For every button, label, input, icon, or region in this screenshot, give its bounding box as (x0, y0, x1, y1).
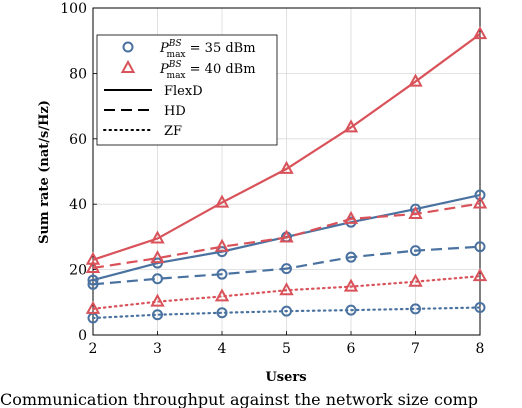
legend-entry: HD (104, 104, 186, 119)
y-tick-label: 0 (78, 328, 87, 344)
data-point (345, 304, 357, 316)
data-point (150, 293, 165, 307)
data-point (474, 241, 486, 253)
x-tick-label: 3 (153, 341, 162, 357)
legend-entry: ZF (103, 124, 182, 139)
legend-label: PBS max = 40 dBm (159, 60, 256, 81)
legend-label: ZF (164, 124, 182, 139)
series-line (91, 306, 482, 320)
data-point (279, 282, 294, 296)
data-point (410, 245, 421, 257)
legend-marker (120, 59, 136, 73)
legend-label: HD (164, 104, 186, 119)
legend-marker (122, 41, 134, 53)
data-point (214, 194, 230, 208)
data-point (279, 229, 294, 243)
data-point (152, 309, 163, 321)
data-point (345, 251, 357, 263)
data-point (87, 274, 99, 286)
data-point (87, 278, 99, 290)
legend-label: PBS max = 35 dBm (159, 39, 256, 60)
data-point (343, 210, 359, 224)
data-point (279, 160, 294, 174)
data-point (408, 73, 423, 87)
figure-caption: Communication throughput against the net… (0, 390, 478, 408)
data-point (150, 230, 165, 244)
data-point (214, 288, 230, 302)
series-zf-35-dbm (87, 302, 486, 324)
data-point (85, 259, 101, 273)
y-tick-label: 100 (60, 1, 87, 17)
series-line (92, 33, 481, 261)
y-axis-title: Sum rate (nat/s/Hz) (37, 100, 52, 244)
data-point (343, 119, 359, 133)
data-point (343, 278, 359, 292)
data-point (408, 273, 423, 287)
x-tick-label: 2 (89, 341, 98, 357)
x-tick-label: 5 (282, 341, 291, 357)
data-point (214, 238, 230, 252)
data-point (472, 26, 488, 40)
series-flexd-40-dbm (85, 26, 488, 265)
x-axis-title: Users (265, 370, 306, 385)
data-point (472, 195, 488, 209)
series-layer (85, 26, 488, 324)
y-tick-label: 40 (69, 197, 87, 213)
y-tick-label: 60 (69, 132, 87, 148)
series-zf-40-dbm (85, 268, 488, 314)
legend-label: FlexD (164, 84, 203, 99)
data-point (150, 250, 165, 264)
series-line (92, 245, 481, 286)
series-line (91, 275, 482, 310)
data-point (410, 303, 421, 315)
data-point (216, 307, 228, 319)
data-point (152, 273, 163, 285)
data-point (281, 263, 292, 275)
x-tick-label: 8 (476, 341, 485, 357)
x-tick-label: 7 (411, 341, 420, 357)
data-point (472, 268, 488, 282)
x-tick-label: 4 (218, 341, 227, 357)
data-point (216, 268, 228, 280)
series-hd-40-dbm (85, 195, 488, 273)
data-point (85, 300, 101, 314)
legend-entry: FlexD (104, 84, 203, 99)
data-point (474, 302, 486, 314)
data-point (281, 305, 292, 317)
y-tick-label: 80 (69, 66, 87, 82)
y-tick-label: 20 (69, 263, 87, 279)
series-line (92, 202, 481, 270)
series-hd-35-dbm (87, 241, 486, 290)
legend-entry: PBS max = 35 dBm (122, 39, 256, 60)
data-point (408, 205, 423, 220)
legend-entry: PBS max = 40 dBm (120, 59, 256, 81)
x-tick-label: 6 (347, 341, 356, 357)
